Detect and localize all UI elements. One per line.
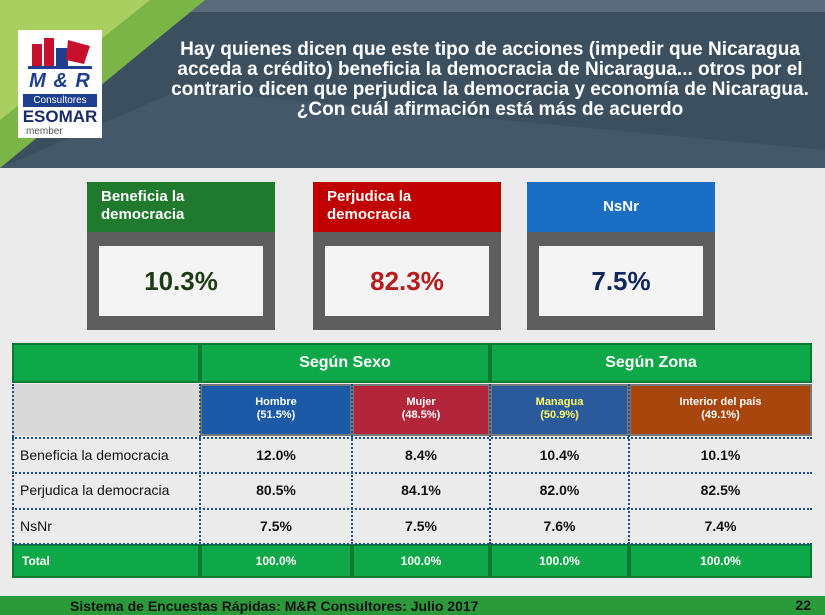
summary-card-beneficia: Beneficia la democracia 10.3%	[87, 182, 275, 330]
table-corner	[12, 343, 200, 383]
column-separator	[12, 384, 14, 544]
table-cell: 12.0%	[256, 447, 296, 463]
slide-title: Hay quienes dicen que este tipo de accio…	[171, 39, 809, 120]
summary-card-nsnr: NsNr 7.5%	[527, 182, 715, 330]
table-cell: 7.6%	[543, 518, 576, 534]
summary-label: Beneficia la democracia	[87, 182, 275, 232]
slide-header: M & R Consultores ESOMAR member Hay quie…	[0, 0, 825, 168]
row-separator	[12, 437, 812, 439]
summary-value: 7.5%	[539, 246, 703, 316]
total-cell: 100.0%	[490, 544, 629, 578]
column-name: Hombre	[255, 396, 297, 408]
column-share: (51.5%)	[256, 409, 296, 421]
column-name: Managua	[535, 396, 584, 408]
building-icon	[28, 38, 92, 69]
row-label: Perjudica la democracia	[20, 482, 170, 498]
table-cell: 80.5%	[256, 482, 296, 498]
column-name: Mujer	[406, 396, 436, 408]
row-separator	[12, 472, 812, 474]
logo-member: member	[26, 126, 63, 137]
column-separator	[489, 384, 491, 544]
total-cell: 100.0%	[200, 544, 352, 578]
column-separator	[351, 384, 353, 544]
column-share: (48.5%)	[401, 409, 441, 421]
column-header: Mujer (48.5%)	[352, 384, 490, 436]
company-logo: M & R Consultores ESOMAR member	[18, 30, 102, 138]
summary-label: Perjudica la democracia	[313, 182, 501, 232]
page-number: 22	[795, 597, 811, 613]
table-cell: 82.5%	[700, 482, 741, 498]
table-cell: 7.5%	[405, 518, 437, 534]
summary-label: NsNr	[527, 182, 715, 232]
table-cell: 8.4%	[405, 447, 437, 463]
summary-value: 82.3%	[325, 246, 489, 316]
table-cell: 10.4%	[539, 447, 580, 463]
slide-footer: Sistema de Encuestas Rápidas: M&R Consul…	[0, 596, 825, 615]
logo-esomar: ESOMAR	[22, 107, 98, 126]
summary-value: 10.3%	[99, 246, 263, 316]
column-header: Managua (50.9%)	[490, 384, 629, 436]
summary-card-perjudica: Perjudica la democracia 82.3%	[313, 182, 501, 330]
total-cell: 100.0%	[352, 544, 490, 578]
table-cell: 7.5%	[260, 518, 292, 534]
row-label: Beneficia la democracia	[20, 447, 169, 463]
total-cell: 100.0%	[629, 544, 812, 578]
row-separator	[12, 508, 812, 510]
table-cell: 10.1%	[700, 447, 741, 463]
group-header: Según Zona	[490, 343, 812, 383]
column-share: (49.1%)	[701, 409, 740, 421]
row-label: NsNr	[20, 518, 52, 534]
column-share: (50.9%)	[540, 409, 579, 421]
table-cell: 82.0%	[539, 482, 580, 498]
table-cell: 7.4%	[704, 518, 737, 534]
column-separator	[628, 384, 630, 544]
table-cell: 84.1%	[401, 482, 441, 498]
row-separator	[12, 543, 812, 545]
source-note: Sistema de Encuestas Rápidas: M&R Consul…	[70, 598, 479, 614]
logo-brand: M & R	[29, 70, 91, 92]
group-header: Según Sexo	[200, 343, 490, 383]
column-separator	[199, 384, 201, 544]
logo-sub: Consultores	[23, 94, 97, 107]
column-header: Hombre (51.5%)	[200, 384, 352, 436]
column-header: Interior del país (49.1%)	[629, 384, 812, 436]
total-label: Total	[12, 544, 200, 578]
column-name: Interior del país	[679, 396, 762, 408]
subheader-blank	[12, 384, 200, 436]
